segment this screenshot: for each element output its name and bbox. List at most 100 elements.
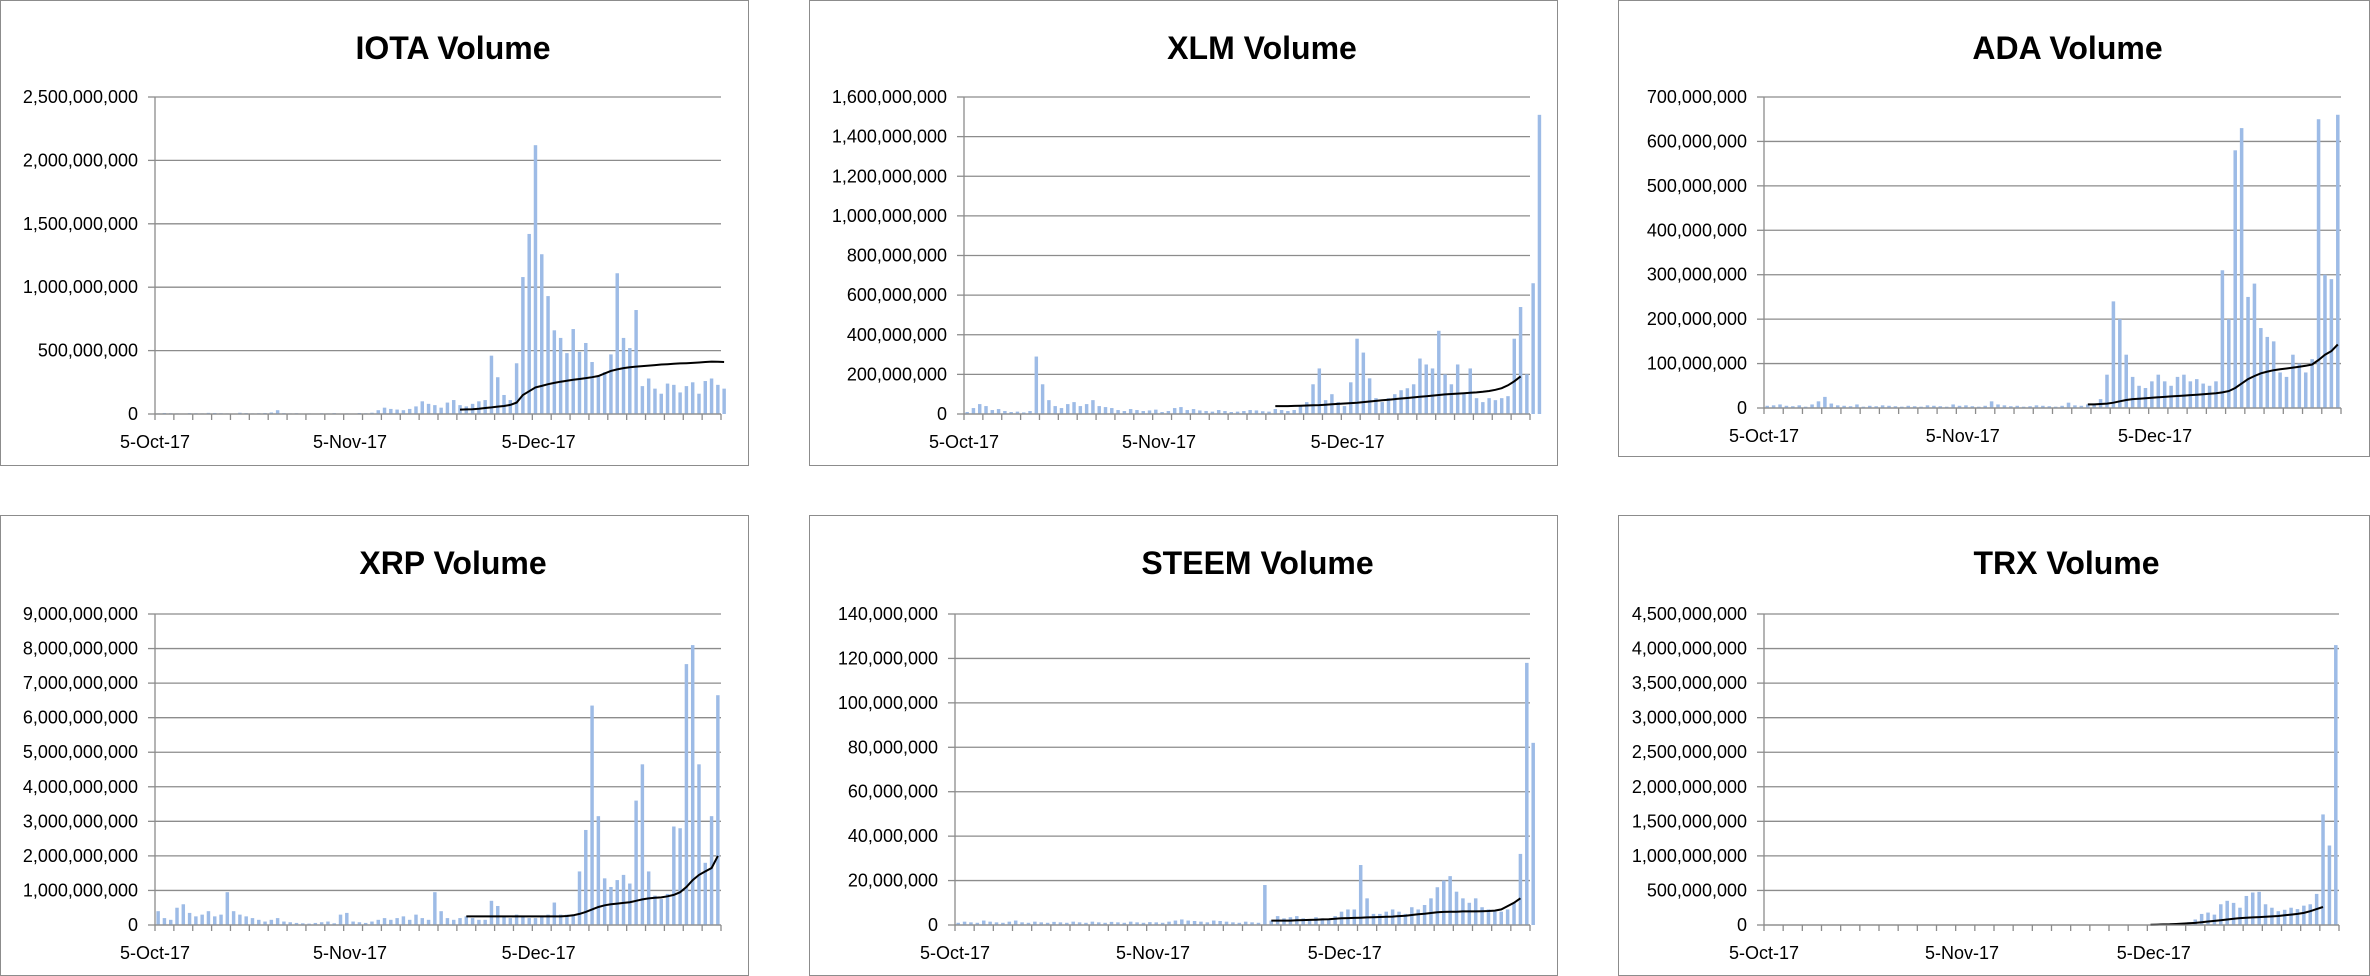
bar [971, 408, 976, 414]
bar [1861, 406, 1866, 408]
bar [1128, 409, 1133, 414]
bar [1393, 394, 1397, 414]
bar [1493, 400, 1498, 414]
bar [996, 409, 1001, 414]
bar [407, 408, 412, 414]
bar [1066, 404, 1070, 414]
bar [716, 695, 720, 925]
bar [521, 277, 525, 414]
bar [1525, 662, 1529, 925]
chart-panel-iota: IOTA Volume 0 500,000,000 1,000,000,000 1,50… [0, 0, 749, 466]
bar [2231, 902, 2236, 925]
bar [1148, 922, 1152, 925]
bar [571, 914, 575, 925]
bar [690, 382, 695, 414]
bar [533, 918, 538, 925]
bar [194, 916, 198, 925]
y-tick-label: 0 [1737, 915, 1747, 935]
chart-svg: XLM Volume 0 200,000,000 400,000,000 600,000… [832, 30, 1542, 452]
bar [508, 400, 513, 414]
bar [1096, 922, 1101, 925]
bar [1405, 388, 1410, 414]
bar [275, 918, 280, 925]
bar [552, 330, 557, 414]
bar [615, 273, 619, 414]
y-tick-label: 2,500,000,000 [1632, 742, 1747, 762]
bar [2034, 405, 2039, 408]
bar [2092, 403, 2096, 408]
bar [1429, 898, 1433, 925]
bar [1269, 920, 1274, 925]
bar [489, 355, 494, 414]
bar [395, 409, 399, 414]
bar [1531, 742, 1535, 925]
y-tick-label: 200,000,000 [847, 364, 947, 384]
y-tick-label: 2,000,000,000 [23, 846, 138, 866]
y-tick-label: 600,000,000 [1647, 131, 1747, 151]
bar [1326, 919, 1331, 925]
bar [1410, 907, 1414, 925]
bar [1803, 406, 1808, 408]
y-tick-label: 600,000,000 [847, 285, 947, 305]
bar [2162, 381, 2167, 408]
bar [2079, 405, 2084, 408]
bar [546, 914, 550, 925]
bar [2336, 114, 2340, 409]
bar [2327, 845, 2332, 925]
y-tick-label: 300,000,000 [1647, 265, 1747, 285]
bar [678, 828, 682, 925]
bar [1103, 407, 1108, 414]
bar [213, 916, 217, 925]
y-tick-label: 3,500,000,000 [1632, 673, 1747, 693]
bar [1009, 412, 1013, 414]
bar [1205, 922, 1210, 925]
bar [1778, 404, 1782, 408]
chart-svg: TRX Volume 0 500,000,000 1,000,000,000 1,500… [1632, 545, 2340, 963]
bar [1835, 405, 1840, 408]
average-line [466, 855, 719, 918]
x-tick-label: 5-Nov-17 [1116, 943, 1190, 963]
bar [1224, 921, 1229, 925]
bar [1487, 398, 1491, 414]
bar [451, 919, 456, 925]
bar [175, 907, 179, 925]
bar [2246, 296, 2250, 408]
bar [1218, 921, 1222, 925]
bar [646, 378, 651, 414]
y-tick-label: 500,000,000 [1647, 176, 1747, 196]
bar [2085, 404, 2090, 408]
chart-panel-xlm: XLM Volume 0 200,000,000 400,000,000 600,000… [809, 0, 1558, 466]
bar [2047, 406, 2052, 408]
bar [640, 764, 645, 925]
bar [225, 892, 230, 925]
bar [2303, 372, 2308, 408]
bar [1900, 406, 1904, 408]
bar [615, 880, 619, 925]
bar [1957, 405, 1962, 408]
chart-panel-xrp: XRP Volume 0 1,000,000,000 2,000,000,000 3,0… [0, 515, 749, 976]
bar [2073, 405, 2077, 408]
bar [1185, 410, 1189, 414]
bar [407, 919, 412, 925]
bar [1034, 356, 1039, 414]
bar [338, 914, 343, 925]
bar [489, 900, 494, 925]
bar [628, 348, 632, 414]
bar [1996, 404, 2000, 408]
bar [382, 407, 387, 414]
bar [2199, 913, 2204, 925]
bar [231, 911, 236, 925]
chart-svg: STEEM Volume 0 20,000,000 40,000,000 60,000,… [838, 545, 1535, 963]
bar [1486, 909, 1491, 925]
bar [1216, 410, 1221, 414]
average-line [2150, 906, 2324, 926]
x-tick-label: 5-Oct-17 [120, 943, 190, 963]
bar [1301, 918, 1305, 925]
bar [1367, 378, 1372, 414]
bar [2156, 374, 2161, 408]
chart-panel-trx: TRX Volume 0 500,000,000 1,000,000,000 1,500… [1618, 515, 2370, 976]
y-tick-label: 1,000,000,000 [1632, 846, 1747, 866]
bar [2212, 914, 2217, 925]
bar [1077, 922, 1082, 925]
bar [1371, 913, 1376, 925]
